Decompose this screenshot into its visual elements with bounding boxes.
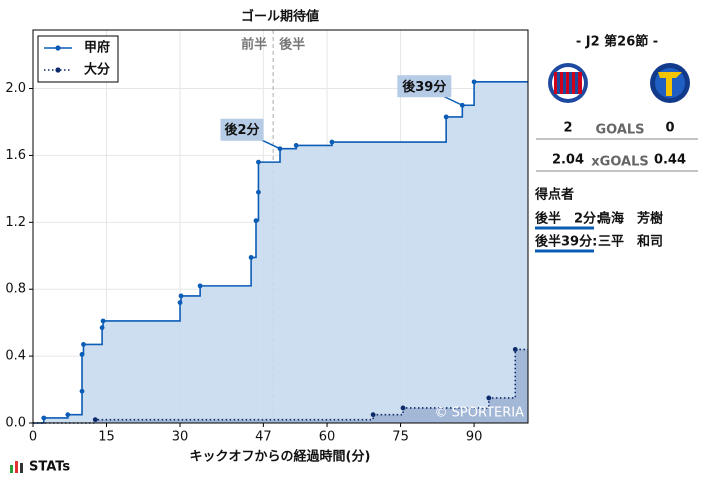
- point: [92, 417, 98, 423]
- point: [99, 325, 105, 331]
- x-axis-label: キックオフからの経過時間(分): [190, 449, 371, 465]
- point: [100, 318, 106, 324]
- scorer-time: 後半39分:: [535, 234, 597, 250]
- scorer-name: 三平 和司: [598, 234, 663, 250]
- legend-box: [37, 35, 119, 83]
- y-tick-label: 0.4: [5, 349, 26, 364]
- half-label: 前半: [241, 37, 267, 53]
- point: [471, 79, 477, 85]
- point: [197, 283, 203, 289]
- point: [486, 395, 492, 401]
- y-tick-label: 2.0: [5, 81, 26, 96]
- brand-logo: [10, 461, 23, 473]
- point: [79, 388, 85, 394]
- annotation-text: 後2分: [224, 122, 259, 138]
- plot-frame: [32, 29, 529, 424]
- x-tick-label: 90: [466, 430, 483, 445]
- x-tick-label: 0: [29, 430, 37, 445]
- legend-label: 大分: [84, 62, 110, 78]
- point: [177, 300, 183, 305]
- home-logo: [548, 63, 588, 103]
- away-xg: 0.44: [654, 153, 686, 168]
- point: [329, 139, 335, 145]
- goals-label: GOALS: [595, 123, 644, 138]
- y-tick-label: 0.0: [5, 416, 26, 431]
- x-tick-label: 47: [255, 430, 272, 445]
- round: - J2 第26節 -: [576, 34, 658, 50]
- y-tick-label: 1.2: [5, 215, 26, 230]
- y-tick-label: 0.8: [5, 282, 26, 297]
- point: [248, 255, 254, 260]
- point: [41, 415, 47, 421]
- point: [370, 412, 376, 418]
- area: [33, 349, 528, 423]
- point: [443, 114, 449, 120]
- point: [79, 352, 85, 357]
- area: [33, 81, 528, 423]
- scorer-name: 鳥海 芳樹: [598, 211, 663, 227]
- scorer-time: 後半 2分:: [535, 211, 601, 227]
- legend-label: 甲府: [84, 40, 110, 56]
- point: [256, 159, 261, 165]
- point: [512, 347, 518, 352]
- away-goals: 0: [665, 121, 674, 136]
- point: [256, 189, 261, 195]
- point: [253, 218, 259, 224]
- chart-title: ゴール期待値: [241, 9, 319, 25]
- legend-marker: [55, 45, 61, 51]
- annotation-text: 後39分: [402, 79, 446, 95]
- point: [81, 342, 86, 347]
- xg-label: xGOALS: [591, 155, 648, 170]
- point: [293, 142, 299, 148]
- away-logo: [650, 63, 690, 103]
- legend-marker: [55, 67, 61, 73]
- point: [178, 293, 184, 299]
- x-tick-label: 75: [392, 430, 409, 445]
- half-label: 後半: [279, 37, 305, 53]
- watermark: © SPORTERIA: [435, 406, 525, 421]
- step-line: [33, 81, 528, 424]
- home-xg: 2.04: [552, 153, 584, 168]
- brand: STATs: [29, 460, 70, 475]
- annotation-box: [220, 118, 264, 141]
- y-tick-label: 1.6: [5, 148, 26, 163]
- annotation-box: [397, 75, 452, 98]
- x-tick-label: 60: [319, 430, 336, 445]
- point: [65, 412, 71, 418]
- x-tick-label: 15: [98, 430, 115, 445]
- home-goals: 2: [563, 121, 572, 136]
- scorers-title: 得点者: [534, 187, 574, 203]
- point: [400, 405, 406, 411]
- x-tick-label: 30: [172, 430, 189, 445]
